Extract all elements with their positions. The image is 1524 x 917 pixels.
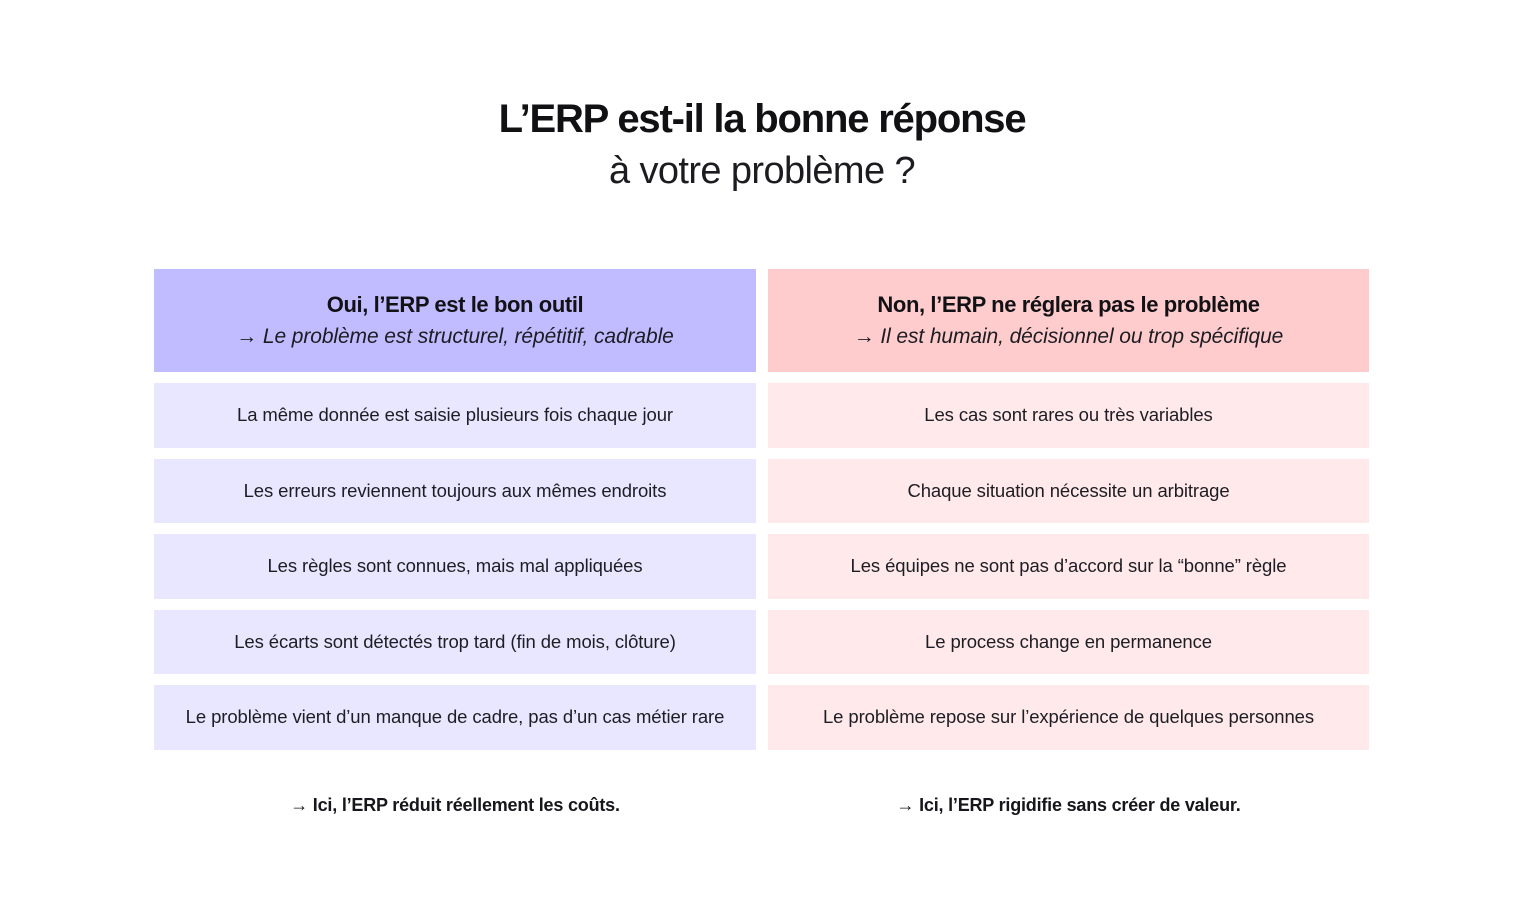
list-item: La même donnée est saisie plusieurs fois… <box>154 383 756 448</box>
list-item: Chaque situation nécessite un arbitrage <box>768 458 1369 523</box>
column-yes-subheading: → Le problème est structurel, répétitif,… <box>236 324 674 348</box>
list-item: Les règles sont connues, mais mal appliq… <box>154 534 756 599</box>
column-yes-heading: Oui, l’ERP est le bon outil <box>326 291 584 317</box>
list-item: Le problème vient d’un manque de cadre, … <box>154 685 756 750</box>
title-subtitle: à votre problème ? <box>608 150 916 192</box>
column-no-conclusion: → Ici, l’ERP rigidifie sans créer de val… <box>896 795 1241 815</box>
title-main: L’ERP est-il la bonne réponse <box>498 97 1027 141</box>
page-title: L’ERP est-il la bonne réponse à votre pr… <box>0 94 1524 196</box>
list-item: Les cas sont rares ou très variables <box>768 383 1369 448</box>
list-item: Les écarts sont détectés trop tard (fin … <box>154 609 756 674</box>
column-no-header: Non, l’ERP ne réglera pas le problème → … <box>768 269 1369 372</box>
list-item: Le process change en permanence <box>768 609 1369 674</box>
column-yes-conclusion: → Ici, l’ERP réduit réellement les coûts… <box>290 795 620 815</box>
column-no: Non, l’ERP ne réglera pas le problème → … <box>768 269 1369 750</box>
list-item: Les erreurs reviennent toujours aux même… <box>154 458 756 523</box>
column-yes: Oui, l’ERP est le bon outil → Le problèm… <box>154 269 756 750</box>
column-yes-header: Oui, l’ERP est le bon outil → Le problèm… <box>154 269 756 372</box>
list-item: Les équipes ne sont pas d’accord sur la … <box>768 534 1369 599</box>
column-no-subheading: → Il est humain, décisionnel ou trop spé… <box>853 324 1284 348</box>
column-no-heading: Non, l’ERP ne réglera pas le problème <box>877 291 1260 317</box>
list-item: Le problème repose sur l’expérience de q… <box>768 685 1369 750</box>
